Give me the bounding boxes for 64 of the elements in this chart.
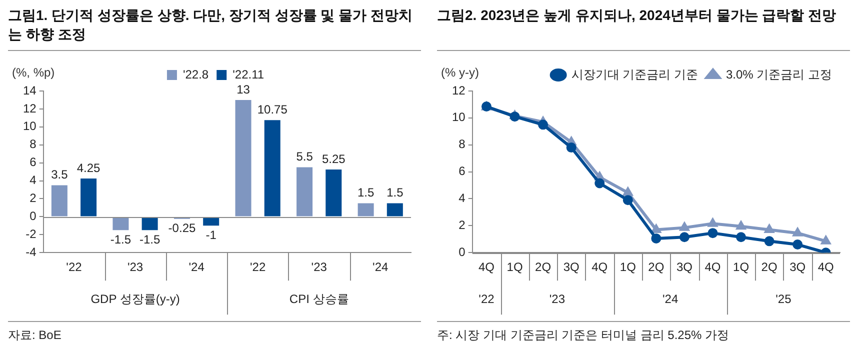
y-tick-label: 2: [458, 218, 466, 232]
text: GDP 성장률(y-y): [90, 292, 180, 306]
text: CPI 상승률: [289, 292, 349, 306]
x-tick-label: 2Q: [761, 260, 778, 274]
x-tick-label: 2Q: [535, 260, 552, 274]
text: 주: 시장 기대 기준금리 기준은 터미널 금리 5.25% 가정: [437, 327, 730, 344]
y-tick-label: 0: [458, 244, 466, 259]
x-tick-label: 1Q: [620, 260, 636, 274]
y-axis-title: (% y-y): [441, 65, 479, 80]
x-tick-label: '22: [250, 260, 266, 274]
x-tick-label: 1Q: [506, 260, 523, 274]
legend-label: '22.11: [232, 67, 264, 82]
x-tick-label: 4Q: [592, 260, 608, 274]
data-label: 4.25: [76, 160, 101, 175]
x-tick-label: 1Q: [733, 260, 750, 274]
y-axis-title: (%, %p): [12, 65, 55, 80]
y-tick-label: 14: [22, 83, 37, 98]
data-label: 3.5: [51, 168, 68, 182]
data-label: -1.5: [110, 232, 132, 246]
data-label: 5.25: [322, 152, 346, 166]
chart-title: 그림1. 단기적 성장률은 상향. 다만, 장기적 성장률 및 물가 전망치는 하향 조정: [8, 6, 414, 44]
data-label: 1.5: [386, 186, 404, 200]
y-tick-label: -4: [26, 244, 37, 259]
data-label: 1.5: [357, 186, 374, 200]
y-tick-label: 4: [30, 173, 37, 188]
text: '24: [662, 292, 678, 306]
x-tick-label: '24: [372, 260, 389, 274]
chart-title: 그림2. 2023년은 높게 유지되나, 2024년부터 물가는 급락할 전망: [437, 6, 838, 25]
y-tick-label: 10: [452, 110, 466, 124]
x-tick-label: 3Q: [790, 260, 806, 274]
x-tick-label: '24: [188, 260, 205, 274]
data-label: -1.5: [139, 232, 160, 246]
y-tick-label: 2: [30, 191, 37, 206]
x-tick-label: '23: [311, 260, 328, 274]
y-tick-label: -2: [26, 226, 37, 241]
y-tick-label: 10: [22, 119, 37, 134]
y-tick-label: 0: [30, 209, 37, 223]
x-tick-label: '23: [127, 260, 144, 274]
y-tick-label: 12: [22, 101, 37, 116]
y-tick-label: 6: [458, 164, 466, 178]
text: '25: [776, 292, 792, 306]
x-tick-label: 4Q: [478, 260, 494, 274]
x-tick-label: 3Q: [563, 260, 580, 274]
data-label: 10.75: [257, 102, 288, 116]
x-tick-label: '22: [66, 260, 82, 274]
legend-label: 3.0% 기준금리 고정: [726, 67, 832, 82]
text: '22: [478, 292, 495, 306]
x-tick-label: 4Q: [818, 260, 834, 274]
x-tick-label: 2Q: [648, 260, 664, 274]
text: 자료: BoE: [8, 327, 62, 344]
data-label: 13: [236, 82, 250, 96]
y-tick-label: 4: [458, 191, 466, 206]
data-label: -1: [206, 228, 217, 242]
y-tick-label: 12: [452, 83, 466, 98]
text: '23: [549, 292, 566, 306]
legend-label: '22.8: [182, 67, 209, 82]
y-tick-label: 8: [30, 137, 37, 152]
y-tick-label: 8: [458, 137, 466, 152]
x-tick-label: 4Q: [704, 260, 721, 274]
legend-label: 시장기대 기준금리 기준: [571, 67, 698, 82]
data-label: 5.5: [296, 150, 314, 164]
y-tick-label: 6: [30, 155, 37, 170]
data-label: -0.25: [168, 221, 196, 236]
x-tick-label: 3Q: [676, 260, 692, 274]
